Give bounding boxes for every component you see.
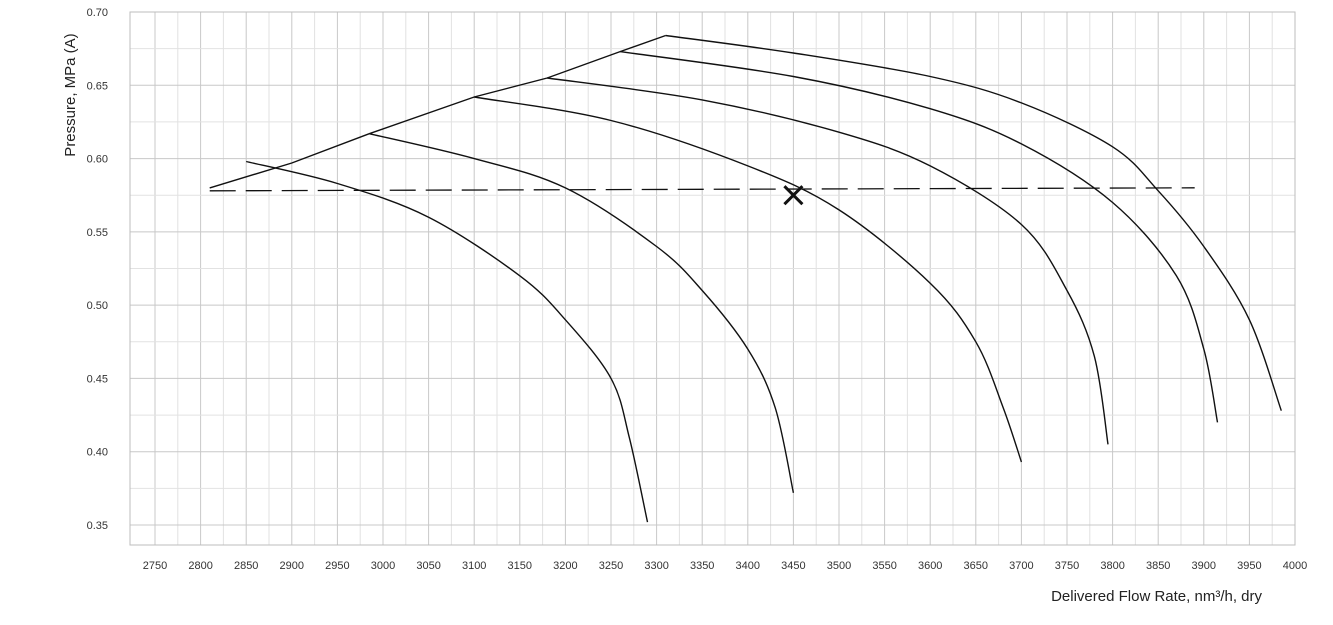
- x-tick-label: 3800: [1100, 560, 1124, 572]
- x-tick-label: 4000: [1283, 560, 1307, 572]
- series-line-1: [246, 160, 649, 523]
- x-tick-label: 3050: [416, 560, 440, 572]
- y-tick-label: 0.70: [87, 7, 108, 19]
- x-tick-label: 3500: [827, 560, 851, 572]
- x-tick-label: 3900: [1192, 560, 1216, 572]
- x-tick-label: 3150: [508, 560, 532, 572]
- x-tick-label: 3700: [1009, 560, 1033, 572]
- x-tick-label: 3750: [1055, 560, 1079, 572]
- marker-stroke: [783, 185, 804, 206]
- y-tick-label: 0.40: [87, 447, 108, 459]
- y-tick-label: 0.35: [87, 520, 108, 532]
- y-tick-label: 0.50: [87, 300, 108, 312]
- marker-layer: [783, 185, 804, 206]
- series-line-2: [369, 133, 795, 493]
- series-group: [209, 34, 1282, 523]
- x-tick-label: 3650: [964, 560, 988, 572]
- x-axis-ticks: 2750 2800 2850 2900 2950 3000 3050 3100 3150 3200…: [143, 560, 1307, 572]
- y-tick-label: 0.55: [87, 227, 108, 239]
- y-tick-label: 0.60: [87, 154, 108, 166]
- y-tick-label: 0.65: [87, 80, 108, 92]
- x-tick-label: 3250: [599, 560, 623, 572]
- x-tick-label: 2750: [143, 560, 167, 572]
- plot-frame: [129, 11, 1296, 546]
- grid: [129, 11, 1296, 546]
- x-tick-label: 3600: [918, 560, 942, 572]
- reference-layer: [209, 187, 1195, 192]
- x-tick-label: 3450: [781, 560, 805, 572]
- operating-point-marker: [783, 185, 804, 206]
- x-tick-label: 3850: [1146, 560, 1170, 572]
- y-axis-ticks: 0.35 0.40 0.45 0.50 0.55 0.60 0.65 0.70: [87, 7, 108, 532]
- envelope-line: [209, 34, 666, 189]
- x-axis-title: Delivered Flow Rate, nm³/h, dry: [1051, 588, 1262, 605]
- x-tick-label: 2950: [325, 560, 349, 572]
- y-axis-title: Pressure, MPa (A): [62, 33, 79, 156]
- x-tick-label: 2900: [280, 560, 304, 572]
- reference-dashed-line: [209, 187, 1195, 192]
- series-line-3: [474, 96, 1023, 463]
- series-line-6: [665, 34, 1282, 411]
- x-tick-label: 3200: [553, 560, 577, 572]
- x-tick-label: 3100: [462, 560, 486, 572]
- x-tick-label: 3000: [371, 560, 395, 572]
- x-tick-label: 3400: [736, 560, 760, 572]
- x-tick-label: 2850: [234, 560, 258, 572]
- x-tick-label: 3350: [690, 560, 714, 572]
- series-line-4: [547, 77, 1109, 445]
- x-tick-label: 3550: [872, 560, 896, 572]
- x-tick-label: 3950: [1237, 560, 1261, 572]
- y-tick-label: 0.45: [87, 373, 108, 385]
- x-tick-label: 2800: [188, 560, 212, 572]
- x-tick-label: 3300: [644, 560, 668, 572]
- series-line-5: [620, 50, 1219, 423]
